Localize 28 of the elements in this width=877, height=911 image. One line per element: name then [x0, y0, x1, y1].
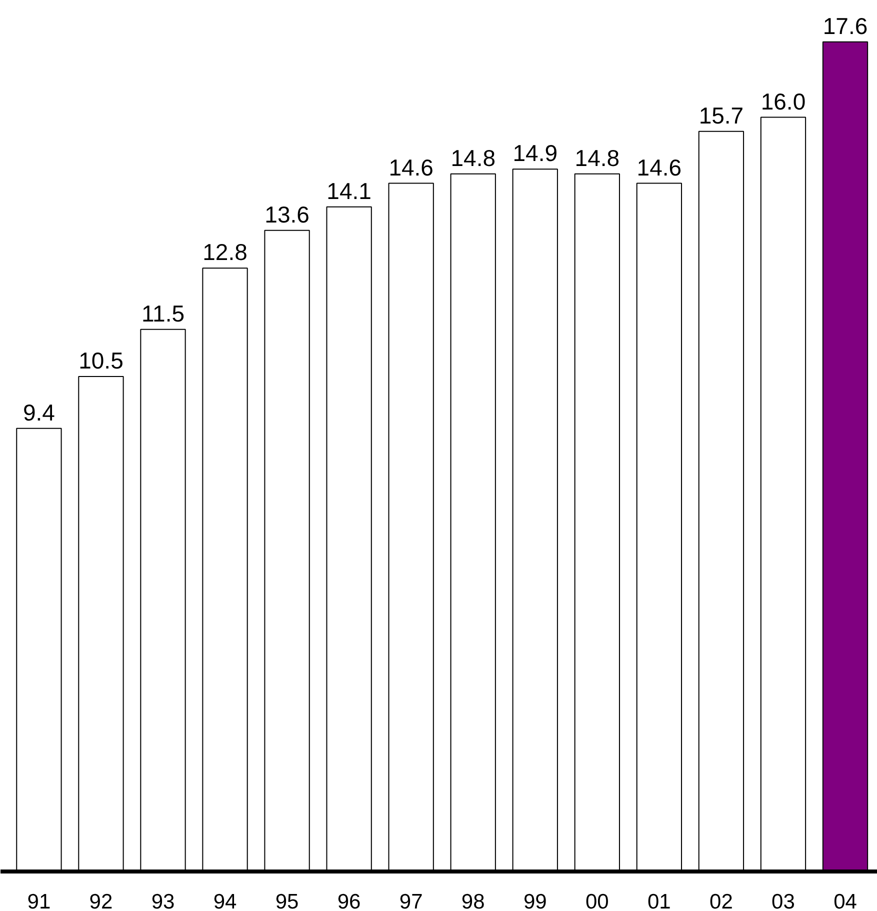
data-label: 15.7 [698, 102, 744, 128]
x-tick-label: 99 [523, 890, 547, 911]
x-tick-label: 92 [89, 890, 113, 911]
data-label: 9.4 [22, 399, 56, 426]
x-tick-label: 01 [648, 890, 671, 911]
x-tick-label: 93 [151, 890, 175, 911]
data-label: 17.6 [822, 12, 868, 39]
x-tick-label: 91 [27, 890, 51, 911]
x-tick-label: 96 [337, 890, 361, 911]
data-label: 14.8 [574, 144, 620, 171]
x-tick-label: 97 [399, 890, 423, 911]
data-label: 14.6 [388, 154, 434, 180]
data-label: 10.5 [78, 348, 124, 374]
x-tick-label: 00 [585, 890, 609, 911]
data-label: 14.9 [512, 140, 558, 166]
data-label: 11.5 [141, 300, 185, 326]
x-tick-label: 03 [772, 890, 795, 911]
x-tick-label: 94 [213, 890, 238, 911]
x-tick-label: 04 [834, 890, 858, 911]
x-tick-label: 98 [461, 890, 485, 911]
x-tick-label: 02 [710, 890, 733, 911]
data-label: 14.6 [636, 154, 682, 180]
data-label: 12.8 [202, 239, 248, 266]
x-tick-label: 95 [275, 890, 299, 911]
data-label: 13.6 [264, 201, 310, 228]
data-label: 14.8 [450, 144, 496, 171]
data-label: 16.0 [760, 88, 806, 114]
data-label: 14.1 [326, 178, 372, 204]
